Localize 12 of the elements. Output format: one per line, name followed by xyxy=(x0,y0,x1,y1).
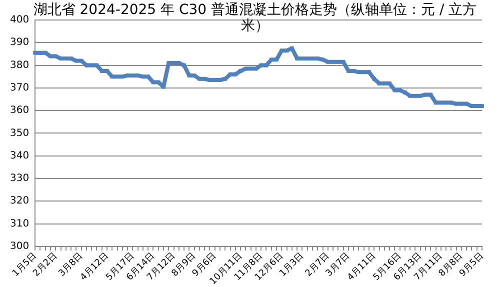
y-tick-label: 340 xyxy=(10,150,30,162)
y-tick-label: 320 xyxy=(10,196,30,207)
y-tick-label: 300 xyxy=(10,241,30,252)
y-tick-label: 360 xyxy=(10,105,30,116)
y-tick-label: 370 xyxy=(10,82,30,94)
y-tick-label: 310 xyxy=(10,218,30,230)
y-tick-label: 400 xyxy=(10,14,30,26)
y-tick-label: 390 xyxy=(10,37,30,48)
y-tick-label: 350 xyxy=(10,128,30,139)
chart-title: 湖北省 2024-2025 年 C30 普通混凝土价格走势（纵轴单位：元 / 立方米） xyxy=(32,2,478,34)
y-tick-label: 330 xyxy=(10,173,30,184)
y-tick-label: 380 xyxy=(10,60,30,71)
